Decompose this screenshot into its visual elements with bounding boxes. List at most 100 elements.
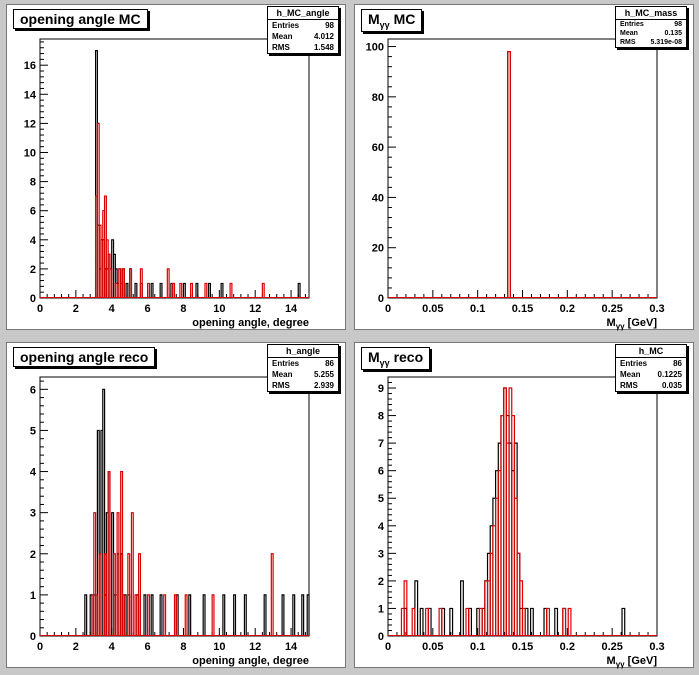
y-tick-label: 4: [30, 235, 37, 247]
x-tick-label: 12: [249, 303, 261, 315]
x-tick-label: 0.1: [470, 303, 485, 315]
plot-frame: [387, 38, 658, 299]
histogram-steps: [507, 50, 511, 298]
stats-row-entries: Entries 98: [272, 21, 334, 30]
x-tick-label: 0.05: [422, 641, 443, 653]
histogram-mgg-reco: 0 1 2 3 4 5 6 7 8 9 0 0.05 0.1 0.15 0.2 0.25 0.3 Mγγ [GeV…: [378, 376, 665, 669]
stats-row-mean: Mean 0.135: [620, 30, 682, 37]
stats-name: h_angle: [268, 345, 338, 358]
y-tick-label: 80: [372, 92, 384, 104]
plot-frame: [39, 38, 310, 299]
x-tick-label: 8: [180, 303, 186, 315]
stats-box: h_MC_angle Entries 98 Mean 4.012 RMS 1.548: [267, 6, 339, 54]
pad-title: Mγγ reco: [361, 347, 431, 370]
x-axis-label: Mγγ [GeV]: [607, 655, 658, 669]
x-tick-label: 2: [73, 641, 79, 653]
histogram-steps: [91, 470, 274, 636]
y-tick-label: 20: [372, 243, 384, 255]
series-black: [388, 50, 657, 298]
x-tick-label: 0.05: [422, 303, 443, 315]
x-axis-label: Mγγ [GeV]: [607, 317, 658, 331]
stats-row-rms: RMS 1.548: [272, 43, 334, 52]
x-tick-label: 0: [385, 303, 391, 315]
stats-row-mean: Mean 5.255: [272, 370, 334, 379]
histogram-steps: [94, 122, 265, 298]
y-tick-label: 40: [372, 192, 384, 204]
x-tick-label: 0.15: [512, 303, 533, 315]
y-tick-label: 6: [30, 206, 36, 218]
pad-mgg-mc: 0 20 40 60 80 100 0 0.05 0.1 0.15 0.2 0.25 0.3 Mγγ [G…: [354, 4, 694, 331]
y-tick-label: 9: [378, 383, 384, 395]
y-tick-label: 5: [378, 493, 384, 505]
x-tick-label: 14: [285, 303, 298, 315]
y-tick-label: 10: [24, 147, 36, 159]
y-tick-label: 12: [24, 118, 36, 130]
y-tick-label: 6: [378, 466, 384, 478]
y-tick-label: 100: [366, 42, 384, 54]
stats-box: h_angle Entries 86 Mean 5.255 RMS 2.939: [267, 344, 339, 392]
x-tick-label: 0.1: [470, 641, 485, 653]
stats-row-rms: RMS 2.939: [272, 381, 334, 390]
x-tick-label: 8: [180, 641, 186, 653]
histogram-steps: [84, 388, 310, 636]
stats-row-rms: RMS 0.035: [620, 381, 682, 390]
pad-opening-angle-reco: 0 1 2 3 4 5 6 0 2 4 6 8 10 12 14 opening angle, degree …: [6, 342, 346, 668]
x-tick-label: 10: [213, 303, 225, 315]
x-tick-label: 10: [213, 641, 225, 653]
x-tick-label: 0.3: [649, 641, 664, 653]
pad-title: opening angle reco: [13, 347, 156, 367]
y-tick-label: 60: [372, 142, 384, 154]
y-tick-label: 8: [30, 177, 36, 189]
y-tick-label: 2: [30, 264, 36, 276]
y-tick-label: 8: [378, 411, 384, 423]
y-tick-label: 6: [30, 384, 36, 396]
y-tick-label: 0: [378, 631, 384, 643]
histogram-mgg-mc: 0 20 40 60 80 100 0 0.05 0.1 0.15 0.2 0.25 0.3 Mγγ [G…: [366, 38, 665, 331]
x-tick-label: 0: [37, 303, 43, 315]
stats-name: h_MC_angle: [268, 7, 338, 20]
stats-row-entries: Entries 98: [620, 21, 682, 28]
series-red: [40, 122, 309, 298]
pad-title: opening angle MC: [13, 9, 148, 29]
y-tick-label: 3: [378, 548, 384, 560]
series-red: [388, 387, 657, 636]
x-tick-label: 12: [249, 641, 261, 653]
y-tick-label: 0: [378, 293, 384, 305]
x-tick-label: 2: [73, 303, 79, 315]
stats-row-mean: Mean 0.1225: [620, 370, 682, 379]
x-tick-label: 4: [109, 303, 116, 315]
stats-row-mean: Mean 4.012: [272, 32, 334, 41]
y-tick-label: 3: [30, 508, 36, 520]
y-tick-label: 2: [378, 576, 384, 588]
stats-row-entries: Entries 86: [272, 359, 334, 368]
series-red: [388, 50, 657, 298]
y-tick-label: 4: [30, 467, 37, 479]
histogram-opening-angle-mc: 0 2 4 6 8 10 12 14 16 0 2 4 6 8 10 12 14 opening angle, d…: [24, 38, 310, 329]
x-tick-label: 0.15: [512, 641, 533, 653]
x-tick-label: 0.2: [560, 303, 575, 315]
y-tick-label: 14: [24, 89, 37, 101]
y-tick-label: 0: [30, 631, 36, 643]
y-tick-label: 7: [378, 438, 384, 450]
y-tick-label: 1: [30, 590, 36, 602]
x-tick-label: 6: [145, 303, 151, 315]
x-axis-label: opening angle, degree: [192, 655, 309, 667]
x-tick-label: 0.25: [601, 303, 622, 315]
x-tick-label: 0.3: [649, 303, 664, 315]
x-tick-label: 14: [285, 641, 298, 653]
histogram-steps: [400, 387, 572, 636]
y-tick-label: 2: [30, 549, 36, 561]
x-tick-label: 0.25: [601, 641, 622, 653]
x-tick-label: 4: [109, 641, 116, 653]
x-axis-label: opening angle, degree: [192, 317, 309, 329]
stats-name: h_MC: [616, 345, 686, 358]
stats-row-entries: Entries 86: [620, 359, 682, 368]
pad-title: Mγγ MC: [361, 9, 423, 32]
x-tick-label: 6: [145, 641, 151, 653]
stats-box: h_MC_mass Entries 98 Mean 0.135 RMS 5.319e-…: [615, 6, 687, 48]
histogram-steps: [94, 50, 301, 298]
y-tick-label: 0: [30, 293, 36, 305]
pad-mgg-reco: 0 1 2 3 4 5 6 7 8 9 0 0.05 0.1 0.15 0.2 0.25 0.3 Mγγ [GeV…: [354, 342, 694, 669]
stats-row-rms: RMS 5.319e-08: [620, 39, 682, 46]
